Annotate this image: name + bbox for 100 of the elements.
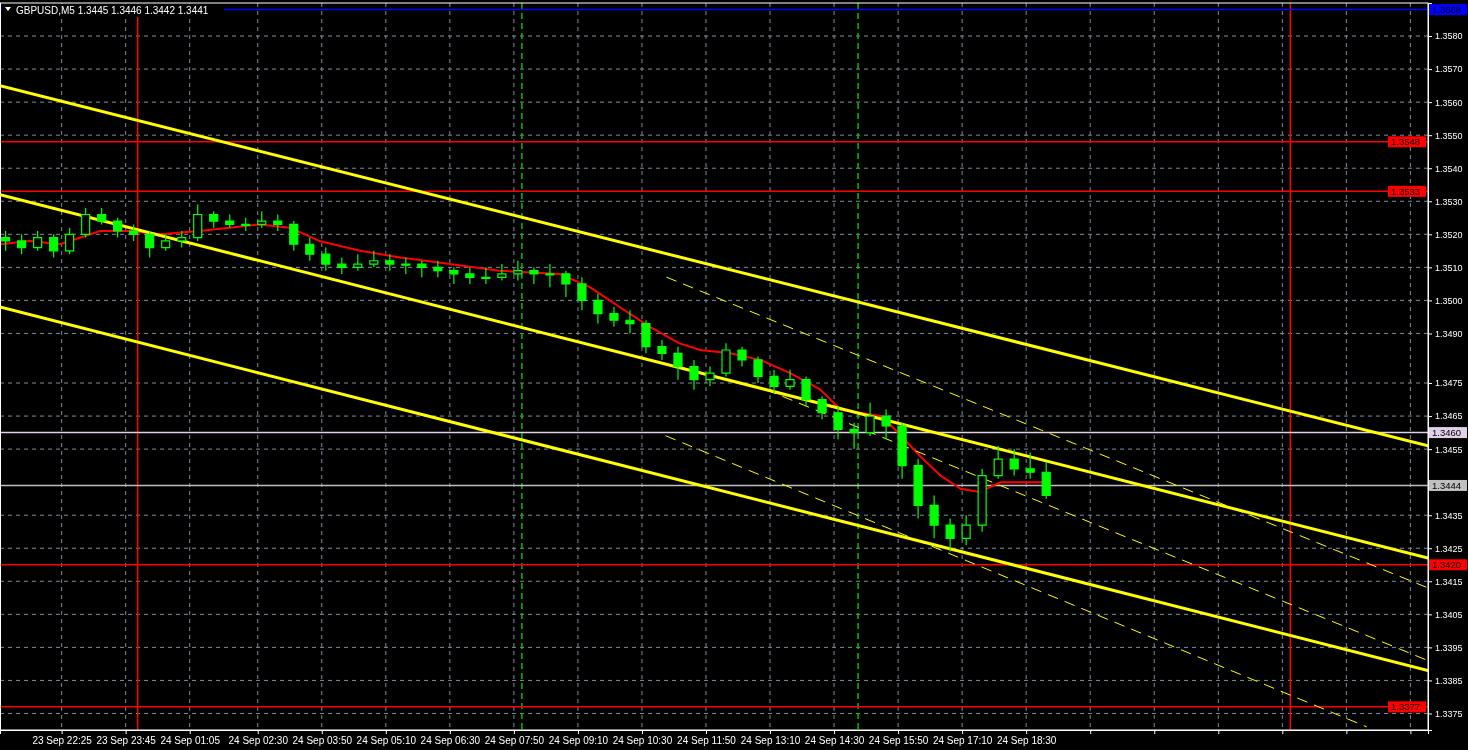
ref-line-label: 1.3588 bbox=[1432, 4, 1462, 16]
candlestick bbox=[897, 422, 907, 480]
x-tick-label: 24 Sep 02:30 bbox=[228, 735, 289, 747]
y-tick-label: 1.3510 bbox=[1435, 262, 1463, 273]
candlestick bbox=[705, 365, 715, 387]
candlestick bbox=[993, 445, 1003, 480]
candlestick bbox=[1041, 461, 1051, 500]
candlestick bbox=[881, 408, 891, 440]
x-tick-label: 24 Sep 10:30 bbox=[612, 735, 673, 747]
candlestick bbox=[209, 210, 219, 229]
ref-line-label: 1.3377 bbox=[1391, 701, 1421, 713]
candlestick bbox=[721, 342, 731, 378]
candlestick bbox=[33, 230, 43, 252]
candlestick bbox=[161, 233, 171, 252]
candlestick bbox=[417, 260, 427, 278]
candlestick bbox=[49, 233, 59, 259]
ref-line-label: 1.3420 bbox=[1432, 559, 1462, 571]
x-tick-label: 24 Sep 03:50 bbox=[292, 735, 353, 747]
x-tick-label: 24 Sep 13:10 bbox=[740, 735, 801, 747]
candlestick bbox=[385, 253, 395, 272]
candlestick bbox=[225, 213, 235, 229]
x-tick-label: 24 Sep 18:30 bbox=[996, 735, 1057, 747]
x-tick-label: 23 Sep 22:25 bbox=[32, 735, 93, 747]
y-tick-label: 1.3385 bbox=[1435, 675, 1463, 686]
y-tick-label: 1.3550 bbox=[1435, 130, 1463, 141]
x-tick-label: 24 Sep 09:10 bbox=[548, 735, 609, 747]
x-tick-label: 24 Sep 17:10 bbox=[932, 735, 993, 747]
candlestick bbox=[801, 375, 811, 407]
candlestick bbox=[193, 203, 203, 242]
y-tick-label: 1.3425 bbox=[1435, 543, 1463, 554]
candlestick bbox=[577, 276, 587, 311]
candlestick bbox=[737, 346, 747, 368]
x-tick-label: 24 Sep 14:30 bbox=[804, 735, 865, 747]
x-tick-label: 24 Sep 06:30 bbox=[420, 735, 481, 747]
candlestick bbox=[1025, 451, 1035, 480]
y-tick-label: 1.3455 bbox=[1435, 444, 1463, 455]
candlestick bbox=[529, 266, 539, 285]
chart-title: GBPUSD,M5 1.3445 1.3446 1.3442 1.3441 bbox=[16, 5, 209, 16]
candlestick bbox=[641, 319, 651, 354]
y-tick-label: 1.3540 bbox=[1435, 163, 1463, 174]
candlestick bbox=[689, 359, 699, 391]
candlestick bbox=[625, 309, 635, 335]
y-tick-label: 1.3475 bbox=[1435, 378, 1463, 389]
candlestick bbox=[481, 266, 491, 285]
candlestick bbox=[401, 256, 411, 275]
y-tick-label: 1.3415 bbox=[1435, 576, 1463, 587]
candlestick bbox=[289, 220, 299, 252]
y-tick-label: 1.3435 bbox=[1435, 510, 1463, 521]
x-tick-label: 24 Sep 15:50 bbox=[868, 735, 929, 747]
candlestick bbox=[81, 207, 91, 239]
ref-line-label: 1.3460 bbox=[1432, 427, 1462, 439]
y-tick-label: 1.3500 bbox=[1435, 295, 1463, 306]
candlestick bbox=[465, 266, 475, 285]
y-tick-label: 1.3580 bbox=[1435, 31, 1463, 42]
candlestick bbox=[561, 270, 571, 298]
candlestick bbox=[273, 213, 283, 232]
candlestick bbox=[785, 369, 795, 391]
candlestick bbox=[353, 253, 363, 272]
candlestick bbox=[449, 266, 459, 285]
y-tick-label: 1.3560 bbox=[1435, 97, 1463, 108]
candlestick bbox=[97, 207, 107, 225]
ref-line-label: 1.3548 bbox=[1391, 136, 1421, 148]
candlestick bbox=[321, 246, 331, 272]
candlestick bbox=[913, 458, 923, 520]
candlestick bbox=[129, 223, 139, 242]
candlestick bbox=[497, 263, 507, 282]
ref-line-label: 1.3533 bbox=[1391, 185, 1421, 197]
y-tick-label: 1.3375 bbox=[1435, 708, 1463, 719]
candlestick bbox=[865, 402, 875, 437]
candlestick bbox=[369, 250, 379, 268]
candlestick bbox=[657, 339, 667, 361]
y-tick-label: 1.3405 bbox=[1435, 609, 1463, 620]
candlestick bbox=[545, 263, 555, 288]
x-tick-label: 24 Sep 05:10 bbox=[356, 735, 417, 747]
candlestick bbox=[961, 514, 971, 546]
x-tick-label: 24 Sep 07:50 bbox=[484, 735, 545, 747]
y-tick-label: 1.3520 bbox=[1435, 229, 1463, 240]
candlestick bbox=[945, 517, 955, 553]
candlestick bbox=[817, 395, 827, 420]
candlestick bbox=[977, 468, 987, 533]
candlestick bbox=[241, 217, 251, 232]
y-tick-label: 1.3395 bbox=[1435, 642, 1463, 653]
candlestick bbox=[513, 260, 523, 282]
candlestick bbox=[145, 230, 155, 259]
candlestick bbox=[929, 494, 939, 539]
ref-line-label: 1.3444 bbox=[1432, 479, 1462, 491]
candlestick bbox=[337, 256, 347, 275]
candlestick bbox=[177, 230, 187, 249]
candlestick bbox=[609, 306, 619, 328]
candlestick bbox=[1009, 448, 1019, 477]
candlestick bbox=[769, 369, 779, 394]
candlestick bbox=[833, 405, 843, 440]
x-tick-label: 24 Sep 01:05 bbox=[160, 735, 221, 747]
candlestick bbox=[849, 422, 859, 450]
x-tick-label: 23 Sep 23:45 bbox=[96, 735, 157, 747]
x-tick-label: 24 Sep 11:50 bbox=[677, 735, 737, 747]
candlestick bbox=[113, 217, 123, 239]
candlestick bbox=[673, 346, 683, 381]
y-tick-label: 1.3570 bbox=[1435, 64, 1463, 75]
y-tick-label: 1.3465 bbox=[1435, 411, 1463, 422]
